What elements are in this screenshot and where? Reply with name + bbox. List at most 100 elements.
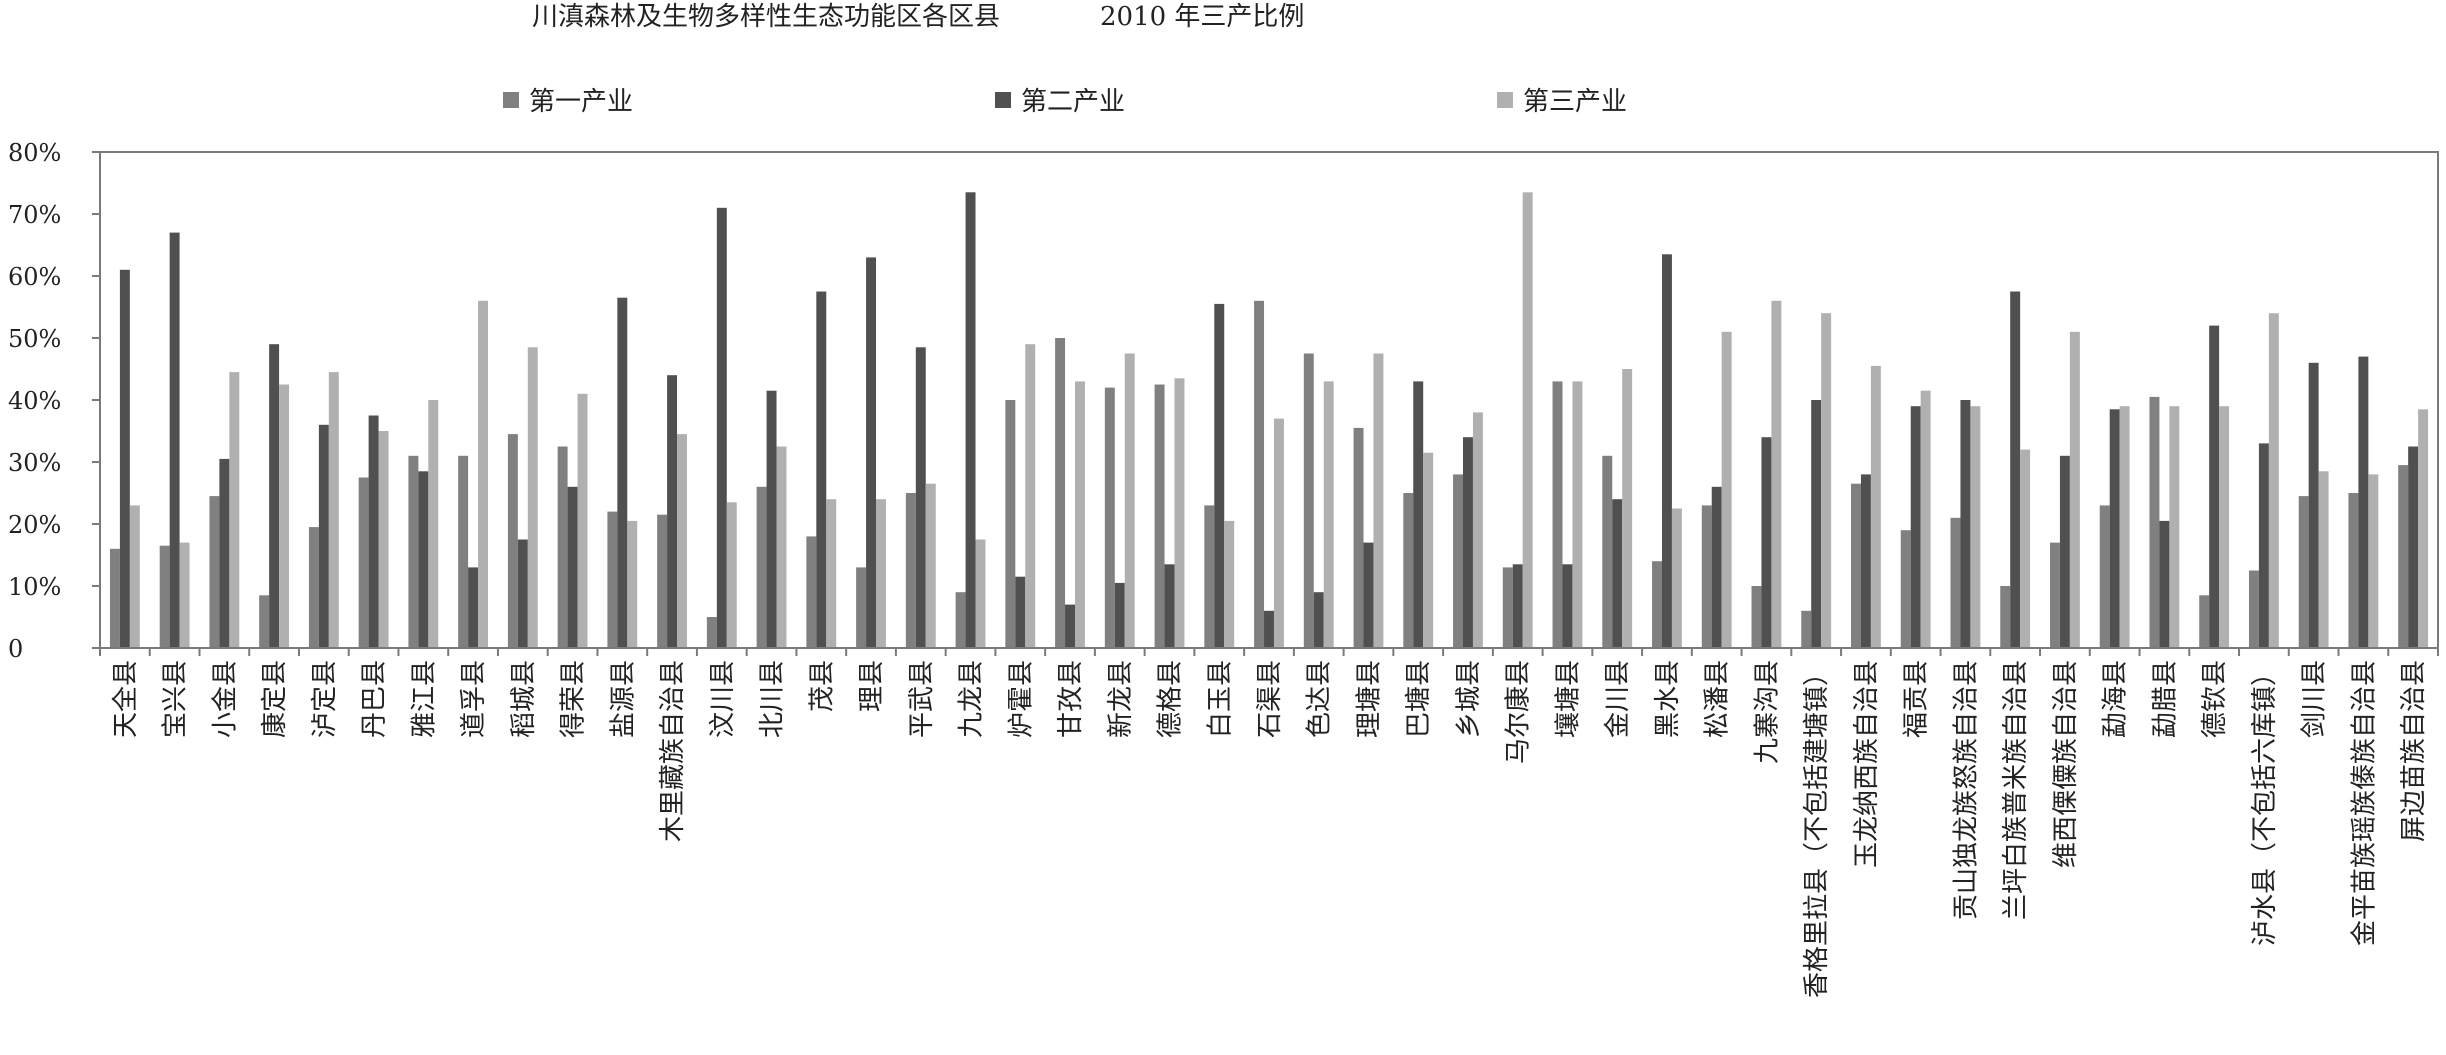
x-tick-label: 屏边苗族自治县 [2399,660,2429,842]
bar-primary [109,548,120,648]
y-tick-label: 40% [8,387,61,415]
x-tick-label: 木里藏族自治县 [658,660,688,842]
bar-tertiary [527,347,538,648]
bar-tertiary [975,539,986,648]
bar-tertiary [179,542,190,648]
bar-primary [1602,455,1613,648]
x-tick-label: 汶川县 [708,660,738,738]
bar-secondary [1562,564,1573,648]
bar-primary [706,617,717,648]
legend-swatch [503,92,519,108]
bar-primary [1005,400,1016,648]
bar-primary [2199,595,2210,648]
bar-secondary [2209,325,2220,648]
x-tick-label: 泸定县 [310,660,340,738]
bar-primary [607,511,618,648]
bar-tertiary [1323,381,1334,648]
x-tick-label: 剑川县 [2300,660,2330,738]
legend-label: 第一产业 [529,87,633,117]
bar-primary [1154,384,1165,648]
x-tick-label: 宝兴县 [161,660,191,738]
y-tick-label: 80% [8,139,61,167]
y-axis: 0 10% 20% 30% 40% 50% 60% 70% 80% [8,139,100,663]
bar-secondary [269,344,280,648]
bar-primary [1303,353,1314,648]
bar-primary [1453,474,1464,648]
bar-tertiary [478,300,489,648]
x-tick-label: 九寨沟县 [1752,660,1782,764]
y-tick-label: 20% [8,511,61,539]
x-tick-label: 香格里拉县（不包括建塘镇） [1802,660,1832,998]
x-tick-label: 道孚县 [459,660,489,738]
bar-tertiary [1771,300,1782,648]
bar-secondary [1114,582,1125,648]
bar-tertiary [577,393,588,648]
bar-primary [1851,483,1861,648]
x-tick-label: 德钦县 [2200,660,2230,738]
bar-tertiary [279,384,290,648]
x-tick-label: 新龙县 [1106,660,1136,738]
bar-tertiary [1273,418,1284,648]
bar-tertiary [726,502,737,648]
chart-subtitle: 2010 年三产比例 [1100,2,1304,32]
bar-secondary [1612,499,1623,648]
bar-tertiary [2119,406,2130,648]
bar-primary [905,493,916,648]
x-tick-label: 炉霍县 [1006,660,1036,738]
x-tick-label: 维西傈僳族自治县 [2051,660,2081,868]
bar-primary [308,527,319,648]
bar-primary [2398,465,2409,648]
legend-swatch [995,92,1011,108]
plot-bars [109,192,2429,649]
bar-tertiary [378,431,389,648]
bar-secondary [1761,437,1772,648]
bar-primary [159,545,170,648]
x-tick-label: 色达县 [1305,660,1335,738]
x-tick-label: 乡城县 [1454,660,1484,738]
bar-secondary [866,257,877,648]
bar-tertiary [1622,369,1633,648]
bar-primary [2298,496,2309,648]
x-tick-label: 平武县 [907,660,937,738]
y-tick-label: 70% [8,201,61,229]
bar-tertiary [1373,353,1384,648]
bar-tertiary [1920,390,1931,648]
bar-secondary [2358,356,2369,648]
bar-primary [2149,396,2160,648]
x-tick-label: 玉龙纳西族自治县 [1852,660,1882,868]
x-tick-label: 北川县 [758,660,788,738]
x-tick-label: 勐海县 [2101,660,2131,738]
bar-secondary [2109,409,2120,648]
bar-secondary [2010,291,2021,648]
bar-secondary [1711,486,1722,648]
bar-tertiary [2418,409,2429,648]
bar-primary [856,567,867,648]
x-tick-label: 泸水县（不包括六库镇） [2250,660,2280,946]
x-tick-label: 理县 [857,660,887,712]
bar-secondary [418,471,429,648]
bar-tertiary [2069,331,2080,648]
bar-secondary [766,390,777,648]
x-tick-label: 甘孜县 [1056,660,1086,738]
bar-primary [806,536,817,648]
bar-primary [2099,505,2110,648]
chart-title: 川滇森林及生物多样性生态功能区各区县 [532,2,1000,32]
bar-primary [657,514,668,648]
plot-frame [99,151,2439,649]
bar-tertiary [925,483,936,648]
bar-secondary [1413,381,1424,648]
x-tick-label: 丹巴县 [360,660,390,738]
y-tick-label: 10% [8,573,61,601]
bar-tertiary [1721,331,1732,648]
bar-secondary [468,567,479,648]
bar-secondary [667,375,678,648]
x-tick-label: 勐腊县 [2150,660,2180,738]
x-tick-label: 理塘县 [1354,660,1384,738]
bar-primary [557,446,568,648]
bar-primary [955,592,966,648]
bar-secondary [1264,610,1274,648]
bar-secondary [2059,455,2070,648]
legend: 第一产业 第二产业 第三产业 [503,87,1627,117]
bar-tertiary [1025,344,1036,648]
